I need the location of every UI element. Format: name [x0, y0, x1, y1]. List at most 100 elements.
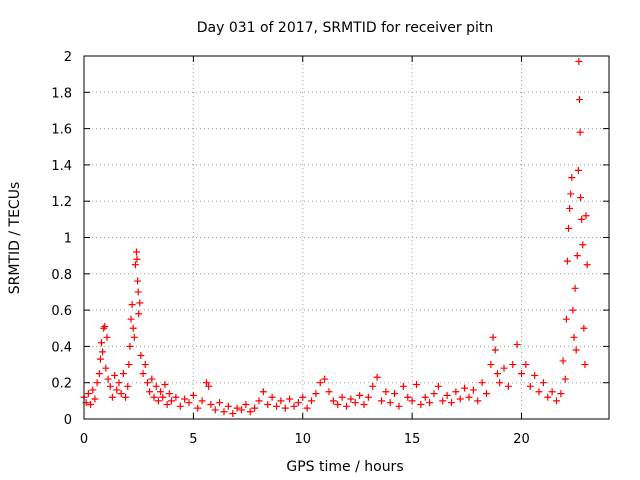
data-point — [224, 402, 232, 410]
data-point — [148, 375, 156, 383]
y-tick-label: 1.6 — [51, 123, 72, 138]
data-point — [229, 410, 237, 418]
data-point — [452, 388, 460, 396]
data-point — [125, 361, 133, 369]
y-tick-label: 2 — [64, 50, 72, 65]
data-point — [303, 404, 311, 412]
data-point — [513, 341, 521, 349]
data-point — [207, 400, 215, 408]
data-point — [134, 277, 142, 285]
data-point — [356, 391, 364, 399]
data-point — [563, 257, 571, 265]
data-point — [574, 166, 582, 174]
data-point — [115, 379, 123, 387]
data-point — [567, 190, 575, 198]
data-point — [106, 382, 114, 390]
data-point — [579, 241, 587, 249]
data-point — [561, 375, 569, 383]
data-point — [146, 388, 154, 396]
grid-lines — [84, 56, 609, 419]
data-point — [268, 393, 276, 401]
x-axis-label: GPS time / hours — [286, 459, 403, 475]
data-point — [220, 408, 228, 416]
data-point — [255, 397, 263, 405]
data-point — [489, 333, 497, 341]
data-point — [103, 333, 111, 341]
data-point — [395, 402, 403, 410]
data-point — [205, 382, 213, 390]
data-point — [152, 382, 160, 390]
data-point — [133, 255, 141, 263]
data-point — [133, 248, 140, 256]
y-axis-label: SRMTID / TECUs — [7, 182, 23, 295]
data-point — [136, 299, 144, 307]
data-point — [286, 395, 294, 403]
data-point — [382, 388, 390, 396]
data-point — [329, 397, 337, 405]
data-point — [113, 386, 121, 394]
data-point — [242, 400, 250, 408]
data-point — [461, 384, 469, 392]
data-point — [465, 393, 473, 401]
data-point — [172, 393, 180, 401]
data-point — [93, 379, 101, 387]
data-point — [562, 315, 570, 323]
data-point — [251, 404, 259, 412]
data-point — [96, 355, 104, 363]
x-tick-label: 5 — [189, 432, 197, 447]
data-point — [539, 379, 547, 387]
data-point — [150, 393, 158, 401]
data-point — [128, 301, 136, 309]
data-point — [211, 406, 219, 414]
data-point — [569, 306, 577, 314]
data-point — [165, 390, 173, 398]
data-point — [246, 408, 254, 416]
data-point — [496, 379, 504, 387]
data-point — [364, 393, 372, 401]
data-point — [434, 382, 442, 390]
data-point — [553, 397, 560, 405]
data-point — [181, 395, 189, 403]
data-point — [273, 402, 280, 410]
data-point — [130, 333, 138, 341]
data-point — [131, 261, 139, 269]
data-point — [535, 388, 543, 396]
y-tick-label: 0.6 — [51, 304, 72, 319]
data-point — [360, 400, 368, 408]
y-tick-label: 1.2 — [51, 195, 72, 210]
data-point — [487, 361, 495, 369]
data-point — [478, 379, 486, 387]
data-point — [168, 397, 175, 405]
data-point — [84, 390, 92, 398]
data-point — [104, 375, 112, 383]
data-point — [548, 388, 556, 396]
data-point — [157, 388, 165, 396]
data-point — [238, 406, 245, 414]
data-point — [582, 212, 590, 220]
data-point — [575, 96, 583, 104]
data-point — [491, 346, 499, 354]
data-point — [233, 404, 241, 412]
data-point — [98, 339, 105, 347]
data-point — [108, 393, 116, 401]
data-point — [308, 397, 315, 405]
data-point — [290, 402, 298, 410]
data-point — [565, 224, 573, 232]
data-point — [134, 288, 142, 296]
data-point — [483, 390, 490, 398]
data-point — [568, 174, 576, 182]
data-point — [408, 397, 416, 405]
y-tick-label: 1.4 — [51, 159, 72, 174]
y-tick-label: 0.2 — [51, 377, 72, 392]
x-tick-label: 20 — [513, 432, 530, 447]
data-point — [137, 351, 145, 359]
data-point — [522, 361, 530, 369]
data-point — [570, 333, 578, 341]
data-point — [189, 391, 197, 399]
x-tick-label: 10 — [294, 432, 311, 447]
data-point — [559, 357, 567, 365]
data-point — [117, 390, 125, 398]
data-point — [102, 364, 110, 372]
data-point — [161, 381, 169, 389]
